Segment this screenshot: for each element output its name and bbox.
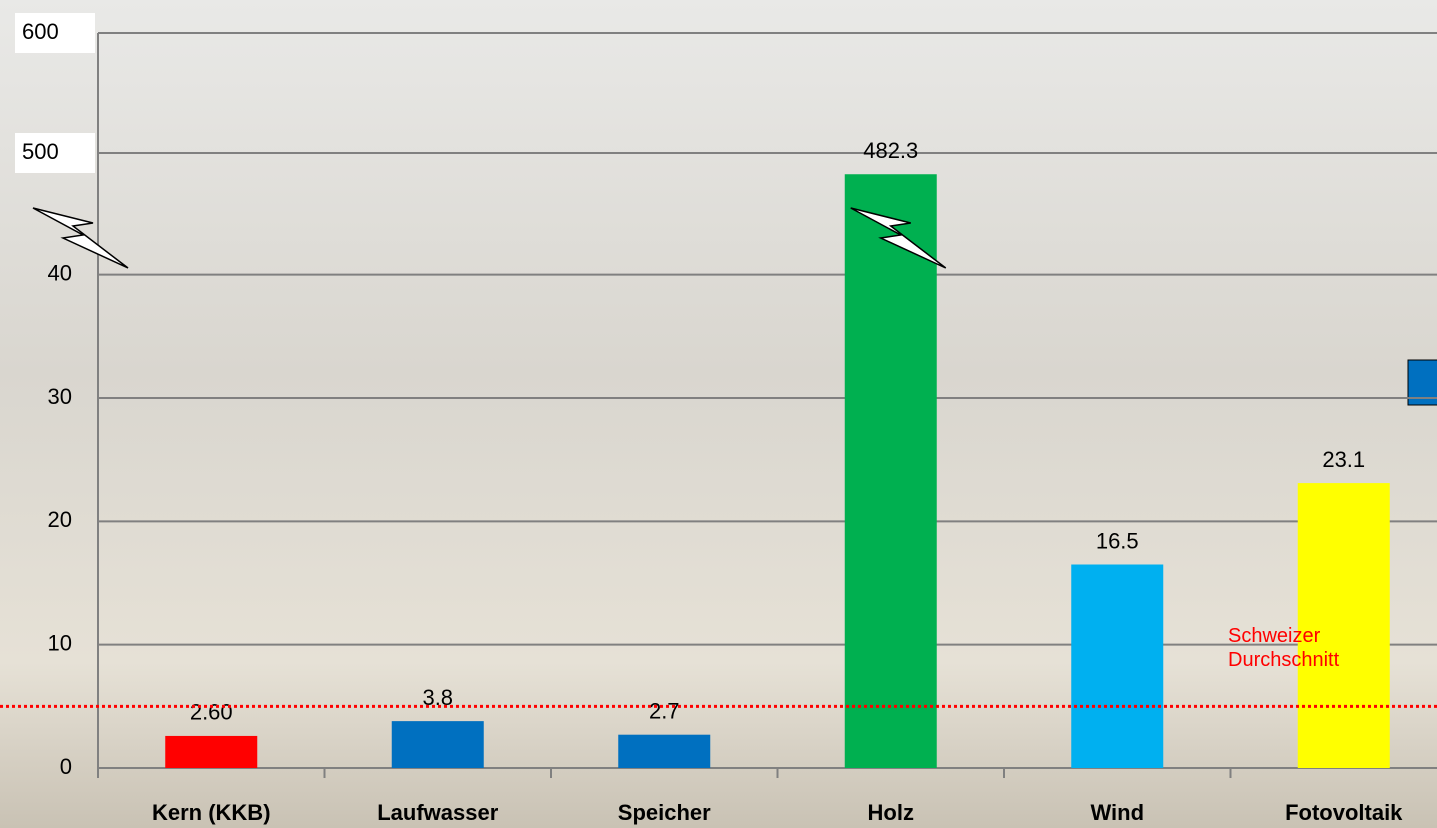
bar: [1297, 483, 1390, 768]
reference-label: Schweizer Durchschnitt: [1228, 625, 1340, 672]
value-label: 23.1: [1322, 447, 1365, 472]
value-label: 16.5: [1096, 528, 1139, 553]
value-label: 2.60: [190, 700, 233, 725]
axis-break: [850, 207, 947, 269]
tick-label-box: [15, 133, 95, 173]
value-label: 482.3: [863, 138, 918, 163]
bar: [391, 721, 484, 768]
value-label: 2.7: [649, 699, 680, 724]
x-tick-label: Wind: [1090, 800, 1144, 825]
x-tick-label: Speicher: [618, 800, 711, 825]
x-tick-label: Laufwasser: [377, 800, 498, 825]
y-tick-label: 20: [48, 507, 72, 532]
y-tick-label: 10: [48, 630, 72, 655]
bar: [618, 734, 711, 768]
y-tick-label: 500: [22, 139, 59, 164]
y-tick-label: 30: [48, 384, 72, 409]
bar: [165, 735, 258, 768]
tick-label-box: [15, 13, 95, 53]
y-tick-label: 40: [48, 260, 72, 285]
x-tick-label: Fotovoltaik: [1285, 800, 1403, 825]
axis-break: [32, 207, 129, 269]
bar: [1071, 564, 1164, 768]
x-tick-label: Kern (KKB): [152, 800, 271, 825]
bar: [844, 174, 937, 769]
y-tick-label: 0: [60, 754, 72, 779]
x-tick-label: Holz: [868, 800, 914, 825]
y-tick-label: 600: [22, 19, 59, 44]
